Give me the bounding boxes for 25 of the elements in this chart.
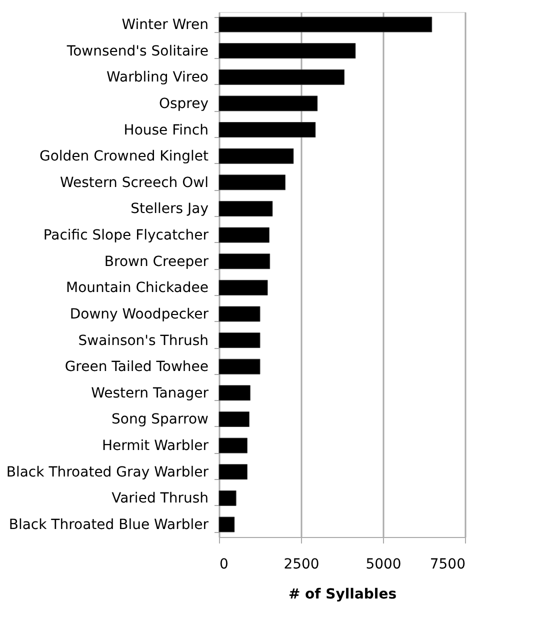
y-tick-label: Stellers Jay <box>130 201 208 218</box>
y-tick-label: Song Sparrow <box>112 412 208 428</box>
y-tick-label: Osprey <box>158 96 208 112</box>
y-tick-label: Brown Creeper <box>104 254 209 270</box>
y-tick-label: Mountain Chickadee <box>66 280 208 296</box>
y-tick-label: Townsend's Solitaire <box>66 43 208 60</box>
y-tick-label: Western Tanager <box>91 385 209 402</box>
y-tick-label: Golden Crowned Kinglet <box>39 148 210 165</box>
y-tick-label: Winter Wren <box>122 17 208 33</box>
x-tick-label: 5000 <box>366 556 402 572</box>
y-tick-label: House Finch <box>124 122 208 138</box>
y-tick-label: Black Throated Gray Warbler <box>6 464 209 480</box>
x-tick-label: 2500 <box>284 556 320 572</box>
x-axis-title: # of Syllables <box>288 586 397 602</box>
y-tick-label: Hermit Warbler <box>102 438 209 454</box>
y-tick-label: Swainson's Thrush <box>78 332 208 349</box>
y-tick-label: Downy Woodpecker <box>70 306 209 322</box>
y-tick-label: Warbling Vireo <box>106 70 208 86</box>
x-tick-label: 7500 <box>430 556 466 572</box>
y-tick-label: Black Throated Blue Warbler <box>8 517 209 533</box>
y-tick-label: Varied Thrush <box>112 490 208 507</box>
y-tick-label: Western Screech Owl <box>60 174 208 191</box>
y-tick-label: Pacific Slope Flycatcher <box>43 228 209 244</box>
y-tick-label: Green Tailed Towhee <box>64 359 208 376</box>
x-tick-label: 0 <box>220 556 228 572</box>
